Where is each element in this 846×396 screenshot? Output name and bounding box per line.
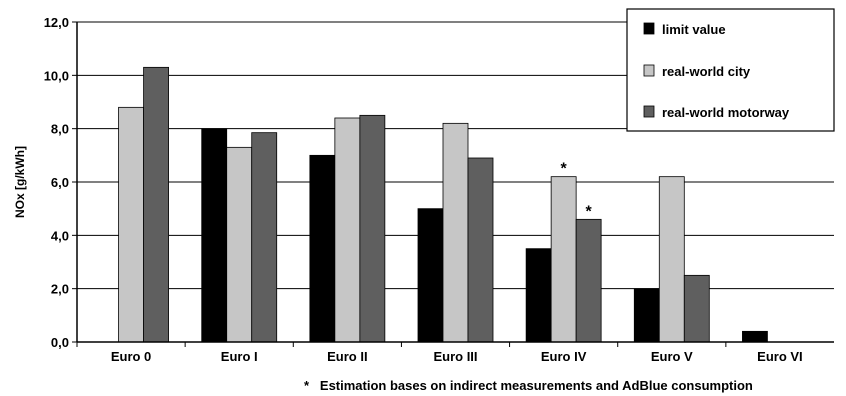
x-tick-label: Euro VI [757, 349, 803, 364]
bar-real-world-city-euro-iii [442, 122, 469, 343]
x-tick-label: Euro 0 [111, 349, 151, 364]
bar-real-world-city-euro-ii [334, 117, 361, 343]
y-tick-label: 6,0 [51, 175, 69, 190]
bar-real-world-motorway-euro-iv [575, 218, 602, 343]
footnote: * Estimation bases on indirect measureme… [304, 378, 753, 393]
bar-limit-value-euro-iii [417, 208, 444, 343]
y-tick-label: 0,0 [51, 335, 69, 350]
bar-real-world-city-euro-0 [118, 106, 144, 343]
asterisk-annotation: * [586, 203, 593, 220]
y-tick-label: 2,0 [51, 282, 69, 297]
y-tick-label: 12,0 [44, 15, 69, 30]
bars [118, 66, 768, 343]
legend-label: real-world motorway [662, 105, 790, 120]
asterisk-annotation: * [561, 161, 568, 178]
bar-limit-value-euro-vi [742, 330, 768, 343]
x-tick-label: Euro V [651, 349, 693, 364]
y-tick-label: 4,0 [51, 228, 69, 243]
x-tick-labels: Euro 0 Euro I Euro II Euro III Euro IV Euro V… [111, 349, 803, 364]
legend-swatch-real-world-motorway [643, 105, 655, 118]
legend-label: real-world city [662, 64, 751, 79]
y-axis-label: NOx [g/kWh] [13, 146, 27, 218]
bar-limit-value-euro-ii [309, 154, 336, 343]
y-tick-label: 8,0 [51, 122, 69, 137]
bar-real-world-city-euro-v [658, 176, 685, 343]
bar-real-world-motorway-euro-iii [467, 157, 494, 343]
x-tick-label: Euro I [221, 349, 258, 364]
y-tick-labels: 0,0 2,0 4,0 6,0 8,0 10,0 12,0 [44, 15, 69, 350]
bar-real-world-city-euro-i [226, 146, 253, 343]
legend-swatch-real-world-city [643, 64, 655, 77]
x-tick-label: Euro III [433, 349, 477, 364]
legend-label: limit value [662, 22, 726, 37]
bar-real-world-city-euro-iv [550, 176, 577, 343]
legend-box [626, 8, 835, 132]
bar-limit-value-euro-i [201, 128, 228, 343]
bar-real-world-motorway-euro-ii [359, 114, 386, 343]
y-tick-label: 10,0 [44, 68, 69, 83]
bar-real-world-motorway-euro-0 [143, 66, 169, 343]
legend: limit value real-world city real-world mot… [626, 8, 835, 132]
bar-real-world-motorway-euro-v [683, 274, 710, 343]
legend-swatch-limit-value [643, 22, 655, 35]
annotations: ** [561, 161, 593, 221]
x-tick-label: Euro II [327, 349, 367, 364]
x-tick-label: Euro IV [541, 349, 587, 364]
bar-real-world-motorway-euro-i [251, 132, 278, 343]
bar-limit-value-euro-iv [525, 248, 552, 343]
bar-limit-value-euro-v [633, 288, 660, 343]
